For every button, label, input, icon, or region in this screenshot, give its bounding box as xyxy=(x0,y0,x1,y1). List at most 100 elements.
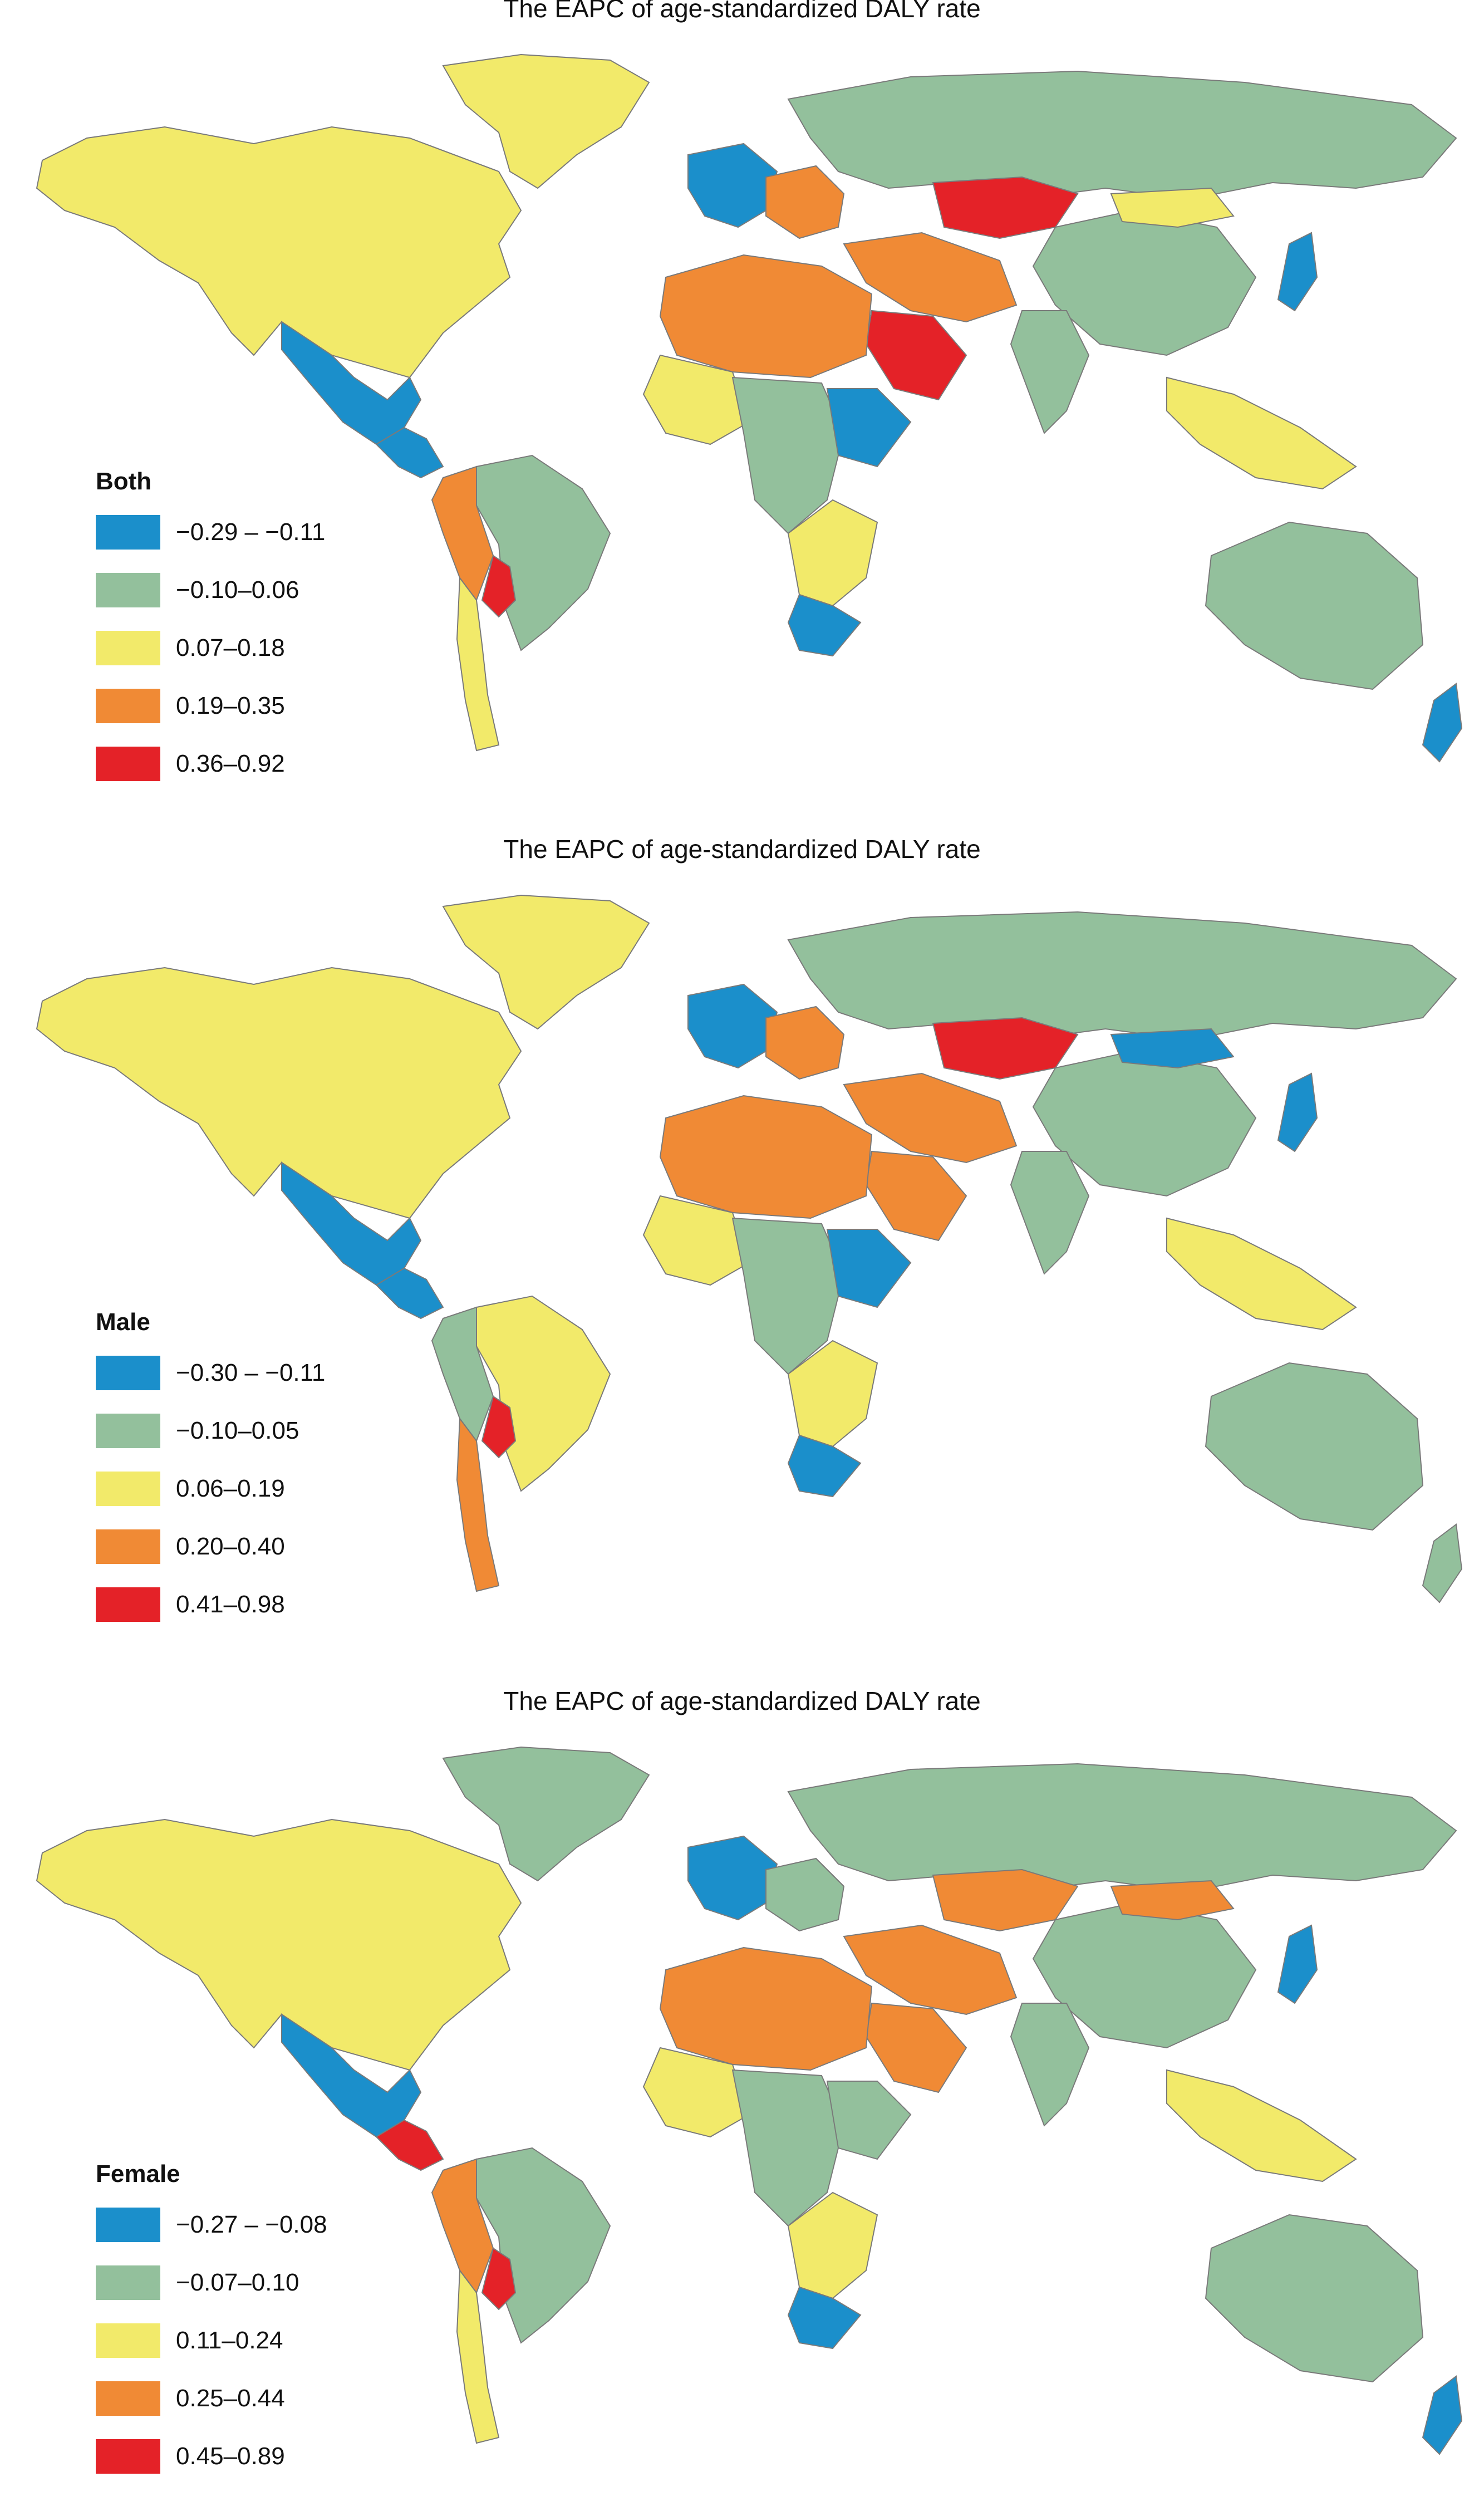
legend-swatch xyxy=(96,1414,160,1448)
region-west-africa xyxy=(642,2047,750,2138)
region-central-america xyxy=(375,2119,444,2171)
legend: Male −0.30 – −0.11 −0.10–0.05 0.06–0.19 … xyxy=(96,1308,325,1634)
region-russia xyxy=(787,911,1457,1041)
region-chile xyxy=(456,1417,500,1592)
region-north-america xyxy=(36,126,522,379)
region-central-america xyxy=(375,1267,444,1320)
region-mexico xyxy=(281,321,422,445)
legend-label: 0.25–0.44 xyxy=(176,2385,285,2412)
legend-label: 0.36–0.92 xyxy=(176,750,285,777)
legend-swatch xyxy=(96,1529,160,1564)
region-mexico xyxy=(281,2013,422,2138)
legend: Both −0.29 – −0.11 −0.10–0.06 0.07–0.18 … xyxy=(96,468,325,793)
legend-item: 0.41–0.98 xyxy=(96,1576,325,1634)
world-map xyxy=(36,53,1463,763)
region-new-zealand xyxy=(1422,1523,1463,1603)
region-southeast-asia xyxy=(1166,376,1357,490)
region-europe-west xyxy=(687,1835,778,1921)
legend-label: 0.11–0.24 xyxy=(176,2327,283,2354)
legend-swatch xyxy=(96,2265,160,2300)
region-japan xyxy=(1277,232,1318,312)
world-map xyxy=(36,894,1463,1603)
region-central-america xyxy=(375,426,444,479)
legend-label: −0.10–0.06 xyxy=(176,576,299,604)
legend-label: −0.27 – −0.08 xyxy=(176,2211,327,2238)
region-new-zealand xyxy=(1422,683,1463,763)
legend-label: 0.20–0.40 xyxy=(176,1533,285,1560)
legend-title: Male xyxy=(96,1308,150,1336)
map-title: The EAPC of age-standardized DALY rate xyxy=(503,0,981,23)
region-southeast-asia xyxy=(1166,2069,1357,2183)
region-bolivia-paraguay xyxy=(481,555,517,618)
legend-item: 0.25–0.44 xyxy=(96,2370,327,2427)
legend-label: 0.41–0.98 xyxy=(176,1591,285,1618)
region-east-africa xyxy=(826,388,912,468)
legend-label: −0.10–0.05 xyxy=(176,1417,299,1444)
region-saudi-arabia xyxy=(865,1150,967,1242)
legend-swatch xyxy=(96,2208,160,2242)
legend-item: −0.10–0.06 xyxy=(96,561,325,619)
region-russia xyxy=(787,70,1457,200)
legend-label: −0.30 – −0.11 xyxy=(176,1359,326,1386)
region-south-africa xyxy=(787,594,862,657)
legend-label: −0.29 – −0.11 xyxy=(176,518,326,546)
legend-swatch xyxy=(96,747,160,781)
region-south-america-east xyxy=(476,1295,611,1492)
region-central-africa xyxy=(731,376,845,534)
region-europe-west xyxy=(687,983,778,1069)
region-india xyxy=(1010,310,1090,434)
legend-item: 0.20–0.40 xyxy=(96,1518,325,1576)
region-chile xyxy=(456,2269,500,2444)
map-panel-female: The EAPC of age-standardized DALY rate F… xyxy=(0,1686,1484,2516)
region-middle-east xyxy=(843,1924,1018,2015)
region-india xyxy=(1010,2003,1090,2127)
region-central-africa xyxy=(731,2069,845,2227)
region-europe-east xyxy=(765,1857,845,1932)
region-south-america-east xyxy=(476,454,611,651)
legend-swatch xyxy=(96,689,160,723)
region-west-africa xyxy=(642,1195,750,1286)
region-greenland xyxy=(442,53,650,189)
legend-item: 0.45–0.89 xyxy=(96,2427,327,2485)
legend-item: 0.36–0.92 xyxy=(96,735,325,793)
region-west-africa xyxy=(642,354,750,445)
region-india xyxy=(1010,1151,1090,1275)
region-mongolia xyxy=(1110,1028,1235,1069)
region-australia xyxy=(1205,2214,1424,2383)
legend-swatch xyxy=(96,515,160,550)
legend-swatch xyxy=(96,2439,160,2474)
region-north-america xyxy=(36,1818,522,2071)
region-europe-west xyxy=(687,143,778,228)
legend: Female −0.27 – −0.08 −0.07–0.10 0.11–0.2… xyxy=(96,2160,327,2485)
legend-label: 0.45–0.89 xyxy=(176,2443,285,2470)
legend-swatch xyxy=(96,2323,160,2358)
region-middle-east xyxy=(843,232,1018,323)
region-japan xyxy=(1277,1072,1318,1152)
region-japan xyxy=(1277,1924,1318,2004)
region-east-africa xyxy=(826,1229,912,1308)
region-saudi-arabia xyxy=(865,310,967,401)
legend-item: 0.07–0.18 xyxy=(96,619,325,677)
legend-item: −0.30 – −0.11 xyxy=(96,1344,325,1402)
region-middle-east xyxy=(843,1072,1018,1164)
legend-item: 0.19–0.35 xyxy=(96,677,325,735)
region-north-africa xyxy=(659,1095,873,1219)
region-north-africa xyxy=(659,1946,873,2071)
region-europe-east xyxy=(765,165,845,239)
legend-title: Both xyxy=(96,468,152,495)
map-panel-male: The EAPC of age-standardized DALY rate M… xyxy=(0,835,1484,1676)
region-saudi-arabia xyxy=(865,2002,967,2093)
legend-item: −0.07–0.10 xyxy=(96,2254,327,2312)
region-bolivia-paraguay xyxy=(481,2247,517,2311)
region-australia xyxy=(1205,521,1424,690)
region-australia xyxy=(1205,1362,1424,1531)
legend-swatch xyxy=(96,1587,160,1622)
region-central-africa xyxy=(731,1217,845,1375)
world-map xyxy=(36,1746,1463,2455)
region-greenland xyxy=(442,1746,650,1882)
legend-title: Female xyxy=(96,2160,180,2188)
legend-item: −0.10–0.05 xyxy=(96,1402,325,1460)
legend-item: −0.27 – −0.08 xyxy=(96,2196,327,2254)
legend-label: 0.06–0.19 xyxy=(176,1475,285,1502)
legend-swatch xyxy=(96,1472,160,1506)
